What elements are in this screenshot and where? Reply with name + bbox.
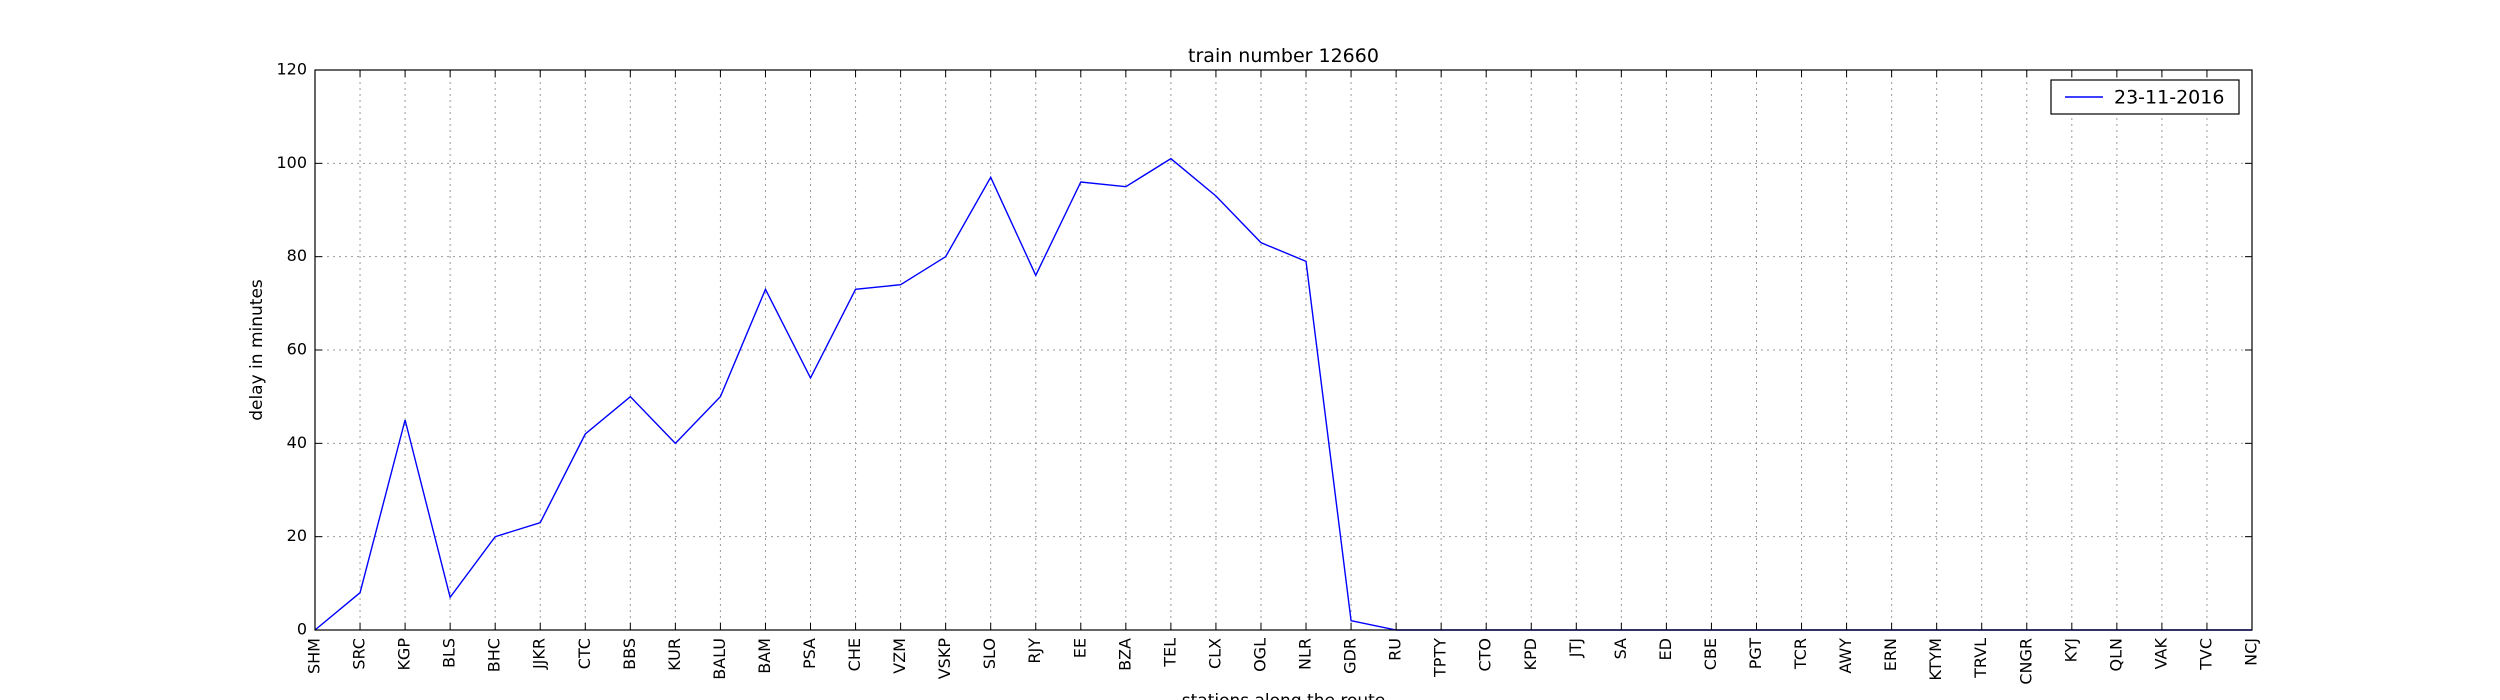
x-tick-label: BAM xyxy=(755,638,774,674)
x-tick-label: KPD xyxy=(1521,638,1540,670)
x-tick-label: CTC xyxy=(575,638,594,669)
x-tick-label: CTO xyxy=(1476,638,1495,672)
plot-frame xyxy=(314,69,2253,631)
x-tick-label: JTJ xyxy=(1566,638,1585,658)
x-tick-label: BHC xyxy=(485,638,504,672)
y-tick-label: 120 xyxy=(276,60,307,79)
x-tick-label: PSA xyxy=(800,638,819,669)
x-axis-title: stations along the route xyxy=(1182,691,1386,700)
x-tick-label: NLR xyxy=(1296,638,1315,670)
x-tick-label: VAK xyxy=(2151,637,2170,669)
x-tick-label: AWY xyxy=(1836,638,1855,674)
y-tick-label: 60 xyxy=(287,340,307,359)
y-axis-title: delay in minutes xyxy=(247,279,267,421)
x-tick-label: KGP xyxy=(395,638,414,671)
x-tick-label: CLX xyxy=(1205,638,1224,669)
grid-lines xyxy=(314,69,2253,631)
x-tick-label: KUR xyxy=(665,638,684,671)
x-tick-label: RU xyxy=(1386,638,1405,661)
x-tick-label: EE xyxy=(1070,638,1089,658)
x-tick-label: BBS xyxy=(620,638,639,670)
x-axis-ticks: SHM SRC KGP BLS BHC JJKR CTC BBS KUR BALU BAM PSA CH… xyxy=(305,70,2261,685)
x-tick-label: TVC xyxy=(2196,638,2215,671)
x-tick-label: BALU xyxy=(710,638,729,680)
x-tick-label: NCJ xyxy=(2242,638,2261,666)
x-tick-label: BZA xyxy=(1115,638,1134,671)
chart-title: train number 12660 xyxy=(1188,45,1379,67)
y-tick-label: 80 xyxy=(287,246,307,265)
series-layer xyxy=(314,157,2252,631)
y-tick-label: 100 xyxy=(276,153,307,172)
x-tick-label: GDR xyxy=(1341,638,1360,674)
y-tick-label: 20 xyxy=(287,526,307,545)
legend: 23-11-2016 xyxy=(2050,79,2240,115)
legend-series-label: 23-11-2016 xyxy=(2114,87,2224,109)
y-axis-ticks: 0 20 40 60 80 100 120 xyxy=(276,60,2252,639)
x-tick-label: VSKP xyxy=(935,638,954,680)
x-tick-label: ED xyxy=(1656,638,1675,660)
x-tick-label: SA xyxy=(1611,638,1630,659)
x-tick-label: TEL xyxy=(1160,638,1179,668)
x-tick-label: OGL xyxy=(1250,638,1269,672)
x-tick-label: SHM xyxy=(305,638,324,674)
x-tick-label: ERN xyxy=(1881,638,1900,671)
x-tick-label: SLO xyxy=(980,638,999,669)
x-tick-label: BLS xyxy=(440,638,459,668)
x-tick-label: RJY xyxy=(1025,638,1044,664)
x-tick-label: CNGR xyxy=(2016,638,2035,685)
x-tick-label: JJKR xyxy=(530,638,549,670)
y-tick-label: 40 xyxy=(287,433,307,452)
series-line xyxy=(314,157,2252,631)
x-tick-label: QLN xyxy=(2106,638,2125,671)
x-tick-label: TRVL xyxy=(1971,638,1990,679)
x-tick-label: KYJ xyxy=(2061,638,2080,662)
x-tick-label: TCR xyxy=(1791,638,1810,670)
y-tick-label: 0 xyxy=(297,620,307,639)
x-tick-label: KTYM xyxy=(1926,638,1945,681)
x-tick-label: TPTY xyxy=(1431,638,1450,678)
x-tick-label: CHE xyxy=(845,638,864,671)
x-tick-label: PGT xyxy=(1746,638,1765,669)
x-tick-label: SRC xyxy=(350,638,369,670)
x-tick-label: VZM xyxy=(890,638,909,674)
x-tick-label: CBE xyxy=(1701,638,1720,670)
